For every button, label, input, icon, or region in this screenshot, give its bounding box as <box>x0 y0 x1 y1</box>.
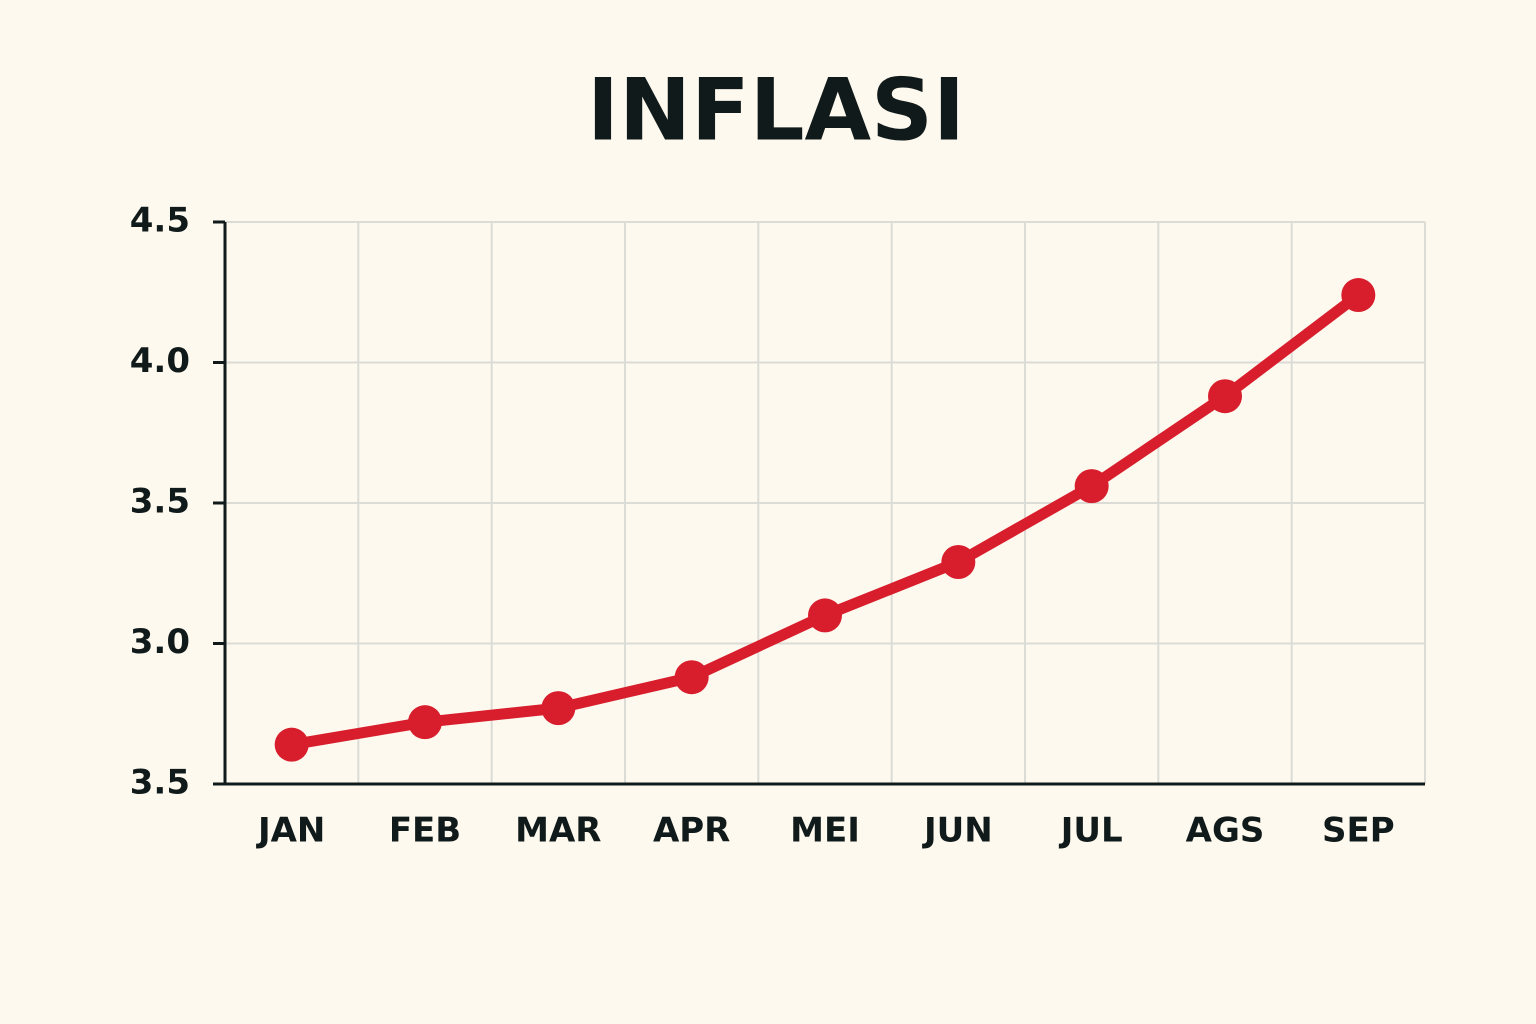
point <box>808 598 842 633</box>
point <box>408 705 442 740</box>
point <box>541 691 576 726</box>
point <box>1074 469 1109 504</box>
y-tick-label: 4.0 <box>130 341 190 381</box>
point <box>674 660 709 695</box>
point <box>1208 379 1242 414</box>
y-tick-label: 3.5 <box>130 763 190 803</box>
x-tick-label: SEP <box>1322 811 1395 851</box>
point <box>941 545 976 580</box>
x-tick-label: FEB <box>389 811 461 851</box>
point <box>1341 278 1376 313</box>
y-tick-label: 3.0 <box>130 622 190 662</box>
y-tick-label: 3.5 <box>130 482 190 522</box>
x-tick-label: JUL <box>1059 811 1123 851</box>
x-tick-label: APR <box>653 811 730 851</box>
x-tick-label: AGS <box>1186 811 1265 851</box>
chart-title: INFLASI <box>587 60 965 160</box>
x-tick-label: JUN <box>922 811 993 851</box>
x-tick-label: MEI <box>790 811 860 851</box>
y-tick-label: 4.5 <box>130 201 190 241</box>
x-tick-label: JAN <box>256 811 325 851</box>
point <box>274 727 309 762</box>
x-tick-label: MAR <box>515 811 601 851</box>
